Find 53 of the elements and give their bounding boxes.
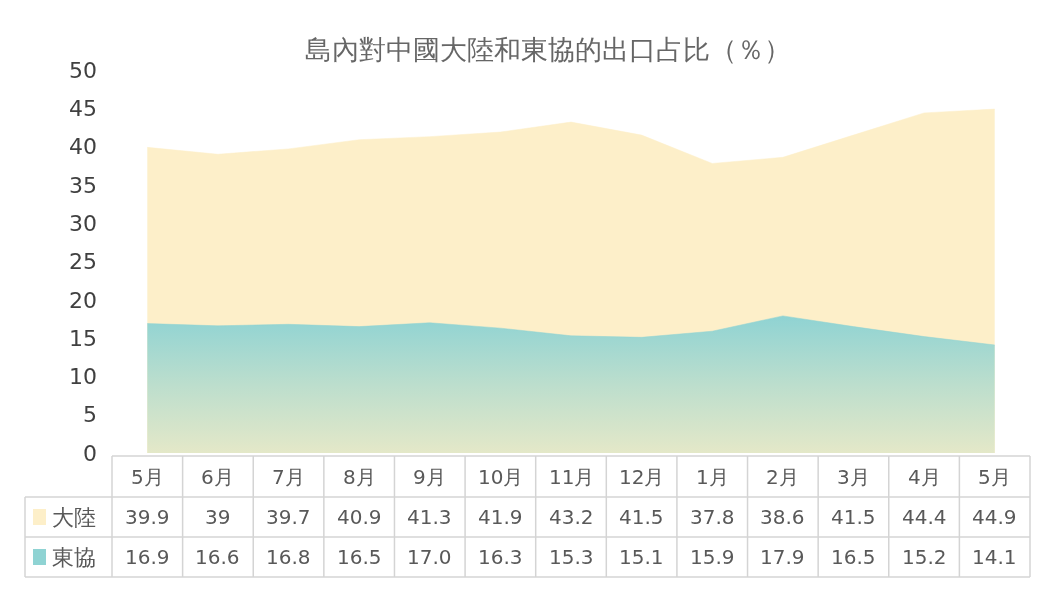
y-tick-label: 0 <box>83 440 97 466</box>
legend-label: 大陸 <box>52 505 96 530</box>
data-label: 44.4 <box>902 505 947 529</box>
data-label: 15.1 <box>619 545 664 569</box>
y-tick-label: 20 <box>69 287 97 313</box>
data-label: 17.9 <box>760 545 805 569</box>
y-tick-label: 5 <box>83 402 97 428</box>
x-tick-label: 5月 <box>978 465 1011 489</box>
x-tick-label: 1月 <box>696 465 729 489</box>
x-tick-label: 9月 <box>413 465 446 489</box>
x-tick-label: 10月 <box>478 465 524 489</box>
data-label: 15.9 <box>690 545 735 569</box>
x-tick-label: 5月 <box>131 465 164 489</box>
data-label: 38.6 <box>760 505 805 529</box>
data-label: 15.3 <box>549 545 594 569</box>
y-tick-label: 45 <box>69 96 97 121</box>
x-tick-label: 4月 <box>908 465 941 489</box>
y-tick-label: 35 <box>69 172 97 198</box>
y-tick-label: 25 <box>69 249 97 275</box>
x-tick-label: 11月 <box>549 465 595 489</box>
data-label: 16.9 <box>125 545 170 569</box>
data-label: 16.8 <box>266 545 311 569</box>
y-tick-label: 40 <box>69 134 97 160</box>
data-label: 40.9 <box>337 505 382 529</box>
y-tick-label: 10 <box>69 364 97 390</box>
data-label: 39 <box>205 505 231 529</box>
data-label: 41.3 <box>407 505 452 529</box>
data-label: 37.8 <box>690 505 735 529</box>
data-label: 14.1 <box>972 545 1017 569</box>
x-tick-label: 2月 <box>766 465 799 489</box>
data-label: 16.3 <box>478 545 523 569</box>
y-tick-label: 15 <box>69 325 97 351</box>
data-label: 44.9 <box>972 505 1017 529</box>
x-tick-label: 6月 <box>201 465 234 489</box>
x-tick-label: 8月 <box>343 465 376 489</box>
data-label: 16.5 <box>831 545 876 569</box>
data-label: 16.5 <box>337 545 382 569</box>
data-label: 41.9 <box>478 505 523 529</box>
x-tick-label: 7月 <box>272 465 305 489</box>
data-label: 41.5 <box>619 505 664 529</box>
data-label: 15.2 <box>902 545 947 569</box>
legend-label: 東協 <box>52 545 96 570</box>
x-tick-label: 12月 <box>619 465 665 489</box>
y-tick-label: 30 <box>69 210 97 236</box>
data-label: 17.0 <box>407 545 452 569</box>
x-tick-label: 3月 <box>837 465 870 489</box>
chart-title: 島內對中國大陸和東協的出口占比（％） <box>305 34 792 66</box>
data-label: 39.7 <box>266 505 311 529</box>
data-label: 41.5 <box>831 505 876 529</box>
data-label: 16.6 <box>195 545 240 569</box>
data-label: 43.2 <box>549 505 594 529</box>
y-tick-label: 50 <box>69 57 97 83</box>
data-label: 39.9 <box>125 505 170 529</box>
